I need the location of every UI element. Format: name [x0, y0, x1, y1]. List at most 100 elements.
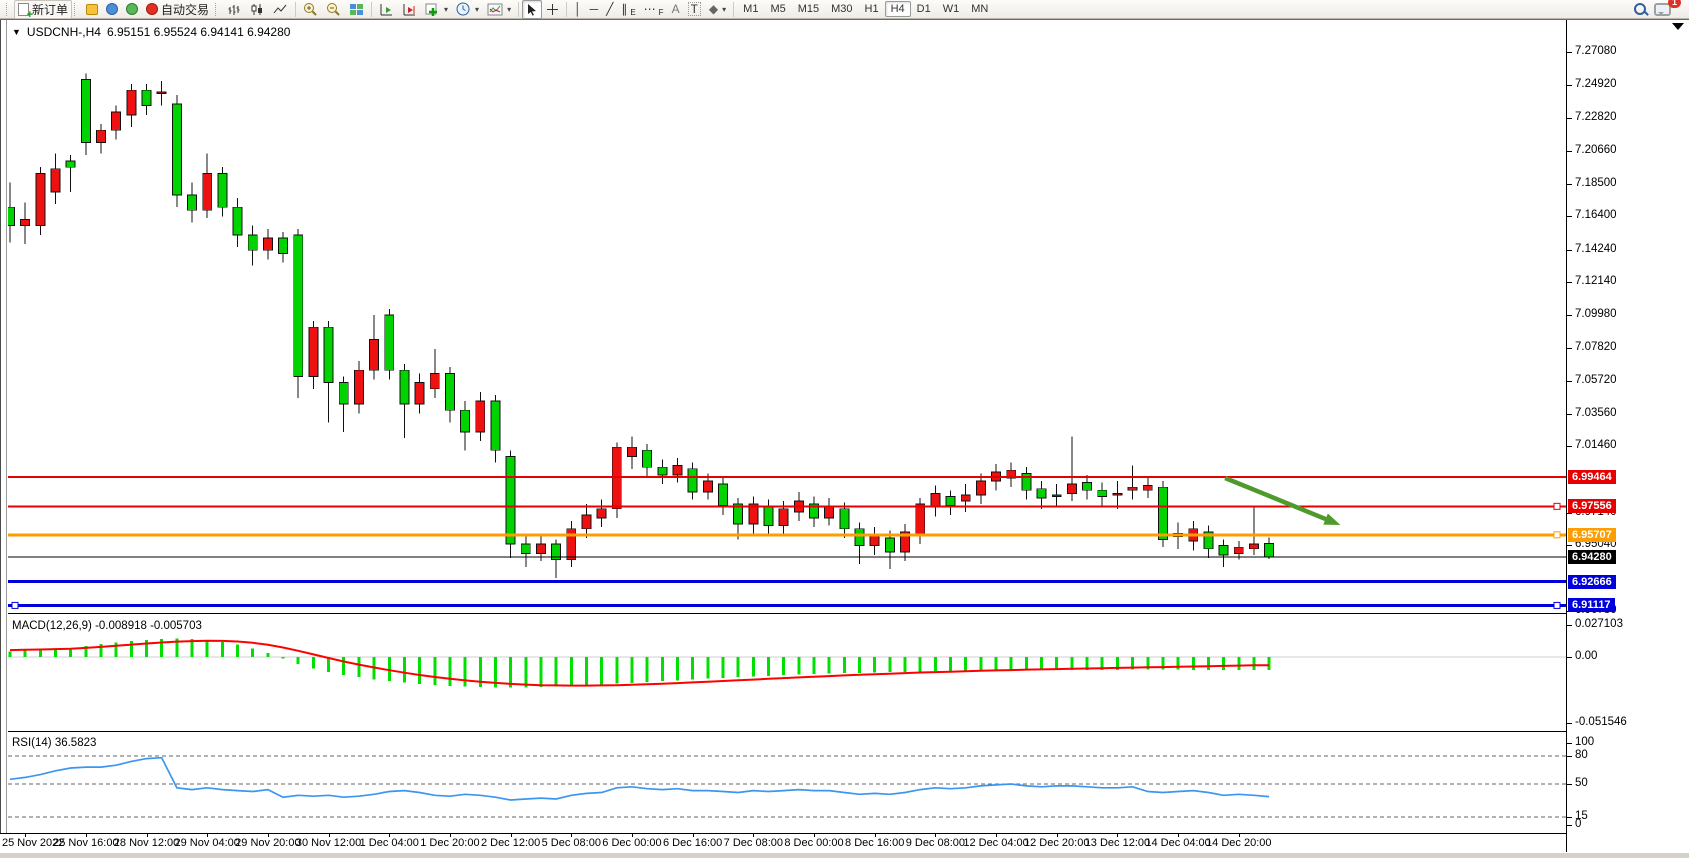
candle	[20, 202, 31, 245]
time-label: 12 Dec 20:00	[1024, 837, 1090, 849]
line-anchor[interactable]	[1553, 601, 1561, 609]
rsi-scale-label: 80	[1567, 749, 1588, 761]
trend-arrow-head[interactable]	[1323, 513, 1341, 526]
search-button[interactable]	[1630, 0, 1650, 19]
vertical-line-tool[interactable]: │	[570, 0, 586, 19]
candle	[217, 167, 228, 217]
period-m15-button[interactable]: M15	[797, 3, 820, 15]
candle	[1036, 481, 1047, 509]
ohlc-values: 6.95151 6.95524 6.94141 6.94280	[106, 25, 291, 39]
bar-chart-button[interactable]	[223, 0, 246, 19]
panel-separator[interactable]	[8, 613, 1566, 614]
period-mn-button[interactable]: MN	[971, 3, 989, 15]
trendline-icon: ╱	[606, 2, 614, 16]
auto-scroll-button[interactable]	[375, 0, 398, 19]
period-m5-button[interactable]: M5	[770, 3, 786, 15]
signals-button[interactable]	[122, 0, 142, 19]
tile-windows-button[interactable]	[345, 0, 368, 19]
zoom-out-button[interactable]	[322, 0, 345, 19]
price-tick: 7.07820	[1567, 341, 1617, 353]
period-d1-button[interactable]: D1	[916, 3, 931, 15]
autotrading-button[interactable]: 自动交易	[142, 0, 213, 19]
period-h4-button[interactable]: H4	[884, 1, 911, 17]
bid-price-label: 6.94280	[1568, 549, 1616, 564]
time-tick	[146, 834, 148, 837]
line-anchor[interactable]	[1553, 531, 1561, 539]
panel-separator[interactable]	[8, 731, 1566, 732]
period-m1-button[interactable]: M1	[743, 3, 759, 15]
search-icon	[1634, 3, 1646, 15]
price-tick: 7.01460	[1567, 439, 1617, 451]
period-h1-button[interactable]: H1	[864, 3, 879, 15]
price-tick: 7.03560	[1567, 407, 1617, 419]
time-tick	[874, 834, 876, 837]
time-axis[interactable]: 25 Nov 2022 25 Nov 16:00 28 Nov 12:00 29 No…	[0, 833, 1689, 853]
chart-shift-button[interactable]	[398, 0, 421, 19]
one-click-trading-toggle[interactable]: ▼	[12, 27, 21, 37]
toolbar-separator	[566, 1, 568, 17]
trendline-tool[interactable]: ╱	[602, 0, 617, 19]
text-icon: A	[671, 2, 680, 16]
autotrading-icon	[146, 3, 159, 15]
candle	[1051, 484, 1062, 508]
profiles-button[interactable]: ▾	[452, 0, 483, 19]
window-left-border	[0, 20, 1, 852]
zoom-out-icon	[327, 3, 340, 16]
candle	[293, 228, 304, 398]
candlestick-chart-button[interactable]	[246, 0, 269, 19]
horizontal-line-tool[interactable]: ─	[586, 0, 603, 19]
text-label-icon: T	[687, 2, 701, 16]
candle	[429, 348, 440, 398]
price-tick: 7.12140	[1567, 275, 1617, 287]
new-order-button[interactable]: 新订单	[14, 0, 73, 21]
candle	[581, 504, 592, 538]
mql5-community-icon	[106, 3, 119, 15]
price-chart[interactable]	[8, 24, 1566, 613]
indicators-icon	[487, 3, 503, 15]
time-label: 1 Dec 20:00	[420, 837, 480, 849]
mql5-community-button[interactable]	[102, 0, 122, 19]
line-anchor[interactable]	[1553, 502, 1561, 510]
metaeditor-button[interactable]	[82, 0, 102, 19]
macd-panel[interactable]	[8, 617, 1566, 731]
trend-arrow[interactable]	[1224, 475, 1333, 524]
crosshair-tool-button[interactable]	[542, 0, 563, 19]
fibonacci-tool[interactable]: ⋯ F	[640, 0, 668, 19]
zoom-in-button[interactable]	[299, 0, 322, 19]
equidistant-channel-tool[interactable]: ∥ E	[617, 0, 639, 19]
toolbar-separator	[371, 1, 373, 17]
chat-icon	[1654, 2, 1671, 16]
time-tick	[996, 834, 998, 837]
text-tool[interactable]: A	[668, 0, 684, 19]
time-label: 30 Nov 12:00	[295, 837, 362, 849]
toolbar-grip[interactable]	[215, 2, 219, 16]
period-w1-button[interactable]: W1	[942, 3, 960, 15]
price-axis[interactable]: 7.27080 7.24920 7.22820 7.20660 7.18500 7.164…	[1566, 20, 1689, 852]
chart-shift-marker[interactable]	[1672, 23, 1684, 36]
new-chart-button[interactable]: ▾	[421, 0, 452, 19]
cursor-tool-button[interactable]	[522, 0, 543, 19]
toolbar-grip[interactable]	[74, 2, 78, 16]
candle	[35, 167, 46, 235]
arrows-tool[interactable]: ◆ ▾	[705, 0, 730, 19]
macd-scale-label: 0.027103	[1567, 618, 1623, 630]
period-m30-button[interactable]: M30	[831, 3, 853, 15]
text-label-tool[interactable]: T	[684, 0, 705, 19]
candle	[490, 394, 501, 463]
candle	[308, 321, 319, 389]
toolbar-grip[interactable]	[6, 2, 10, 16]
candle	[414, 373, 425, 414]
candle	[687, 462, 698, 500]
candle	[520, 536, 531, 568]
line-anchor[interactable]	[11, 601, 19, 609]
indicators-button[interactable]: ▾	[483, 0, 515, 19]
chat-button[interactable]: 1	[1650, 0, 1681, 19]
candle	[1097, 482, 1108, 506]
line-chart-button[interactable]	[269, 0, 292, 19]
price-tick: 7.27080	[1567, 45, 1617, 57]
macd-scale-label: -0.051546	[1567, 716, 1627, 728]
candle	[1021, 467, 1032, 500]
time-label: 8 Dec 00:00	[784, 837, 844, 849]
time-tick	[631, 834, 633, 837]
rsi-panel[interactable]	[8, 735, 1566, 833]
